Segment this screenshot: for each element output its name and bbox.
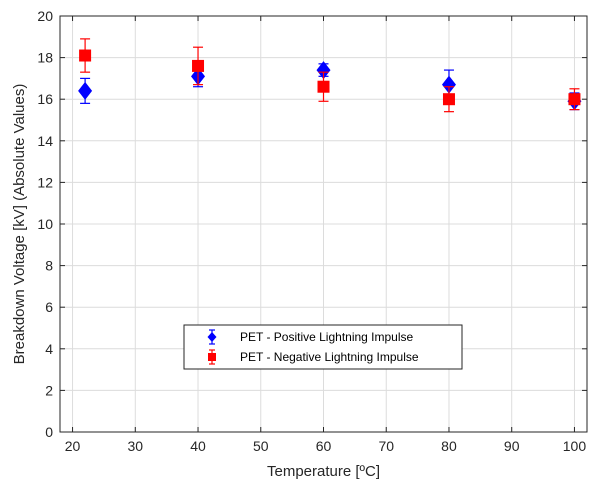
x-tick-label: 30 (127, 438, 143, 454)
x-tick-label: 50 (253, 438, 269, 454)
legend: PET - Positive Lightning Impulse PET - N… (183, 324, 463, 370)
y-tick-label: 4 (45, 341, 53, 357)
y-tick-label: 6 (45, 299, 53, 315)
data-point-square (192, 59, 205, 72)
y-tick-label: 12 (37, 174, 53, 190)
y-tick-label: 20 (37, 8, 53, 24)
y-tick-label: 2 (45, 382, 53, 398)
legend-label-positive: PET - Positive Lightning Impulse (240, 330, 414, 344)
legend-label-negative: PET - Negative Lightning Impulse (240, 350, 419, 364)
y-tick-label: 8 (45, 258, 53, 274)
x-tick-label: 90 (504, 438, 520, 454)
data-point-square (568, 93, 581, 106)
x-tick-label: 80 (441, 438, 457, 454)
data-point-square (317, 80, 330, 93)
x-tick-label: 20 (65, 438, 81, 454)
plot-border (59, 15, 588, 433)
y-axis-title: Breakdown Voltage [kV] (Absolute Values) (11, 84, 28, 365)
x-tick-label: 40 (190, 438, 206, 454)
y-tick-label: 0 (45, 424, 53, 440)
data-point-square (442, 93, 455, 106)
y-tick-label: 10 (37, 216, 53, 232)
x-axis-title: Temperature [ºC] (267, 463, 380, 480)
legend-marker-negative (208, 349, 216, 365)
x-tick-label: 60 (316, 438, 332, 454)
data-point-diamond (78, 81, 93, 100)
legend-marker-positive (207, 329, 217, 345)
data-point-diamond (316, 61, 331, 80)
data-point-square (79, 49, 92, 62)
y-tick-label: 16 (37, 91, 53, 107)
x-tick-label: 70 (378, 438, 394, 454)
y-tick-label: 14 (37, 133, 53, 149)
series-negative (79, 38, 581, 113)
data-marks (78, 38, 582, 113)
legend-box (183, 324, 463, 370)
data-point-diamond (441, 75, 456, 94)
tick-labels: 20 30 40 50 60 70 80 90 100 0 2 4 6 8 10 12 14 16 18 20 (37, 8, 586, 454)
y-tick-label: 18 (37, 50, 53, 66)
x-tick-label: 100 (563, 438, 587, 454)
